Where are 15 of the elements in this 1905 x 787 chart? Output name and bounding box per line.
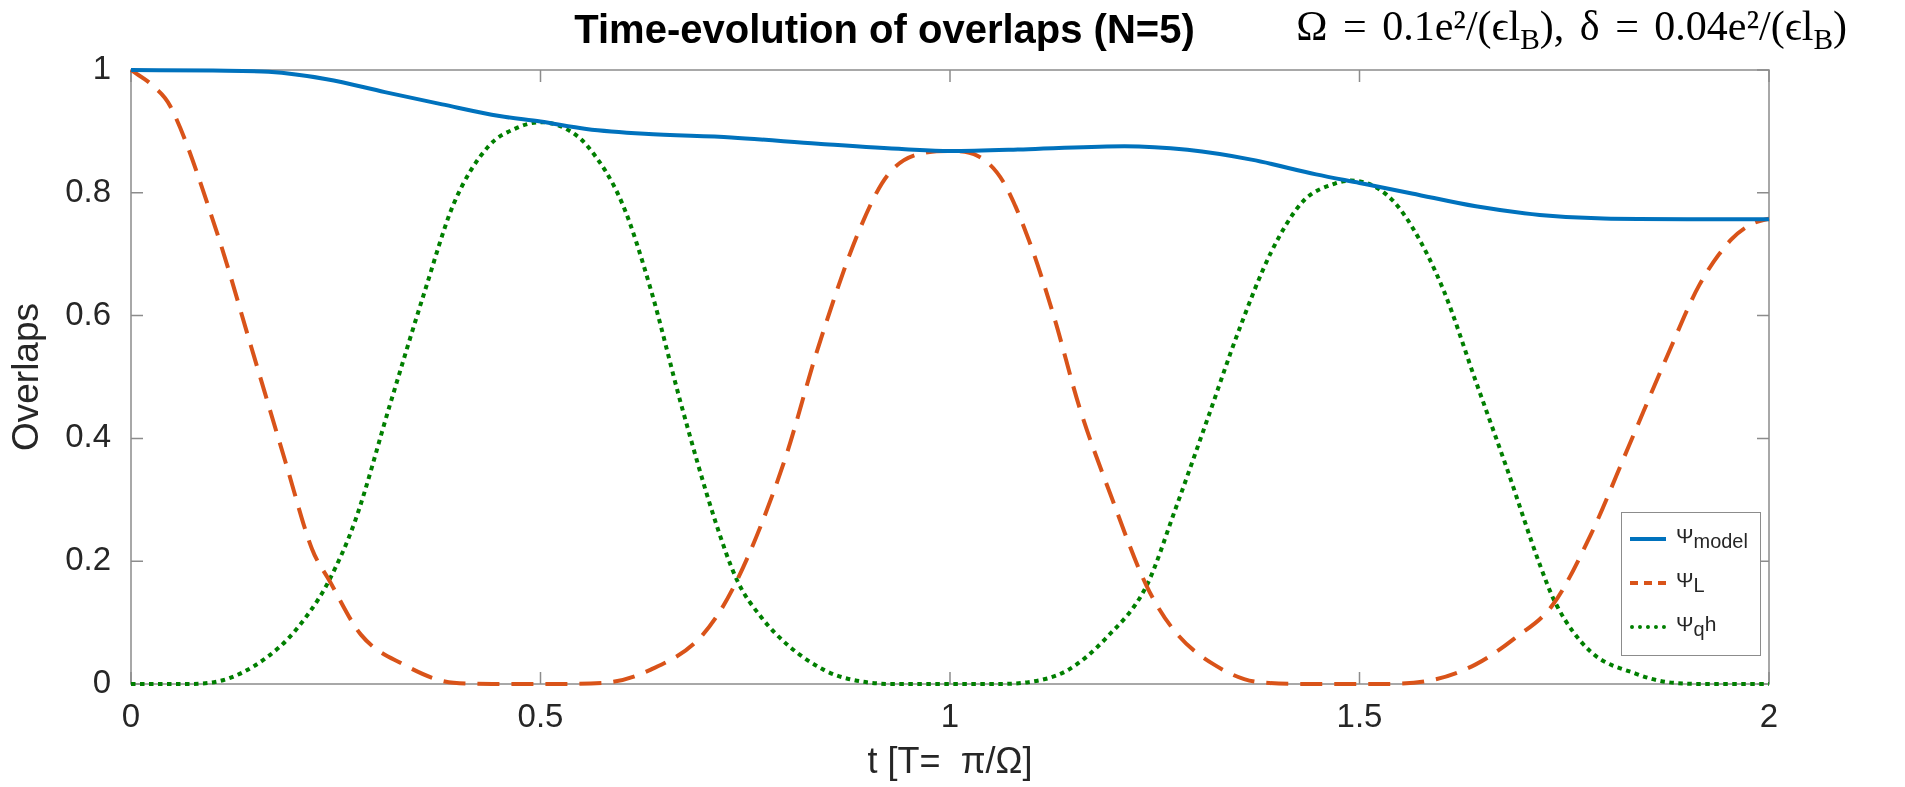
x-axis-title: t [T= π/Ω]: [867, 740, 1033, 782]
x-tick-label: 0.5: [517, 696, 564, 734]
y-tick-label: 1: [92, 49, 111, 87]
x-tick-label: 1: [940, 696, 960, 734]
x-tick-label: 1.5: [1336, 696, 1383, 734]
y-tick-label: 0.6: [65, 294, 111, 332]
x-tick-label: 2: [1759, 696, 1779, 734]
y-tick-label: 0.8: [65, 171, 111, 209]
chart-title: Time-evolution of overlaps (N=5): [574, 7, 1195, 52]
text: Ω = 0.1e²/(ϵl$_{B}$), δ = 0.04e²/(ϵl$_{B}$): [1296, 2, 1847, 57]
y-tick-label: 0.4: [65, 417, 111, 455]
y-tick-label: 0.2: [65, 540, 111, 578]
y-axis-title: Overlaps: [5, 302, 47, 452]
x-tick-label: 0: [121, 696, 141, 734]
y-tick-label: 0: [92, 663, 111, 701]
